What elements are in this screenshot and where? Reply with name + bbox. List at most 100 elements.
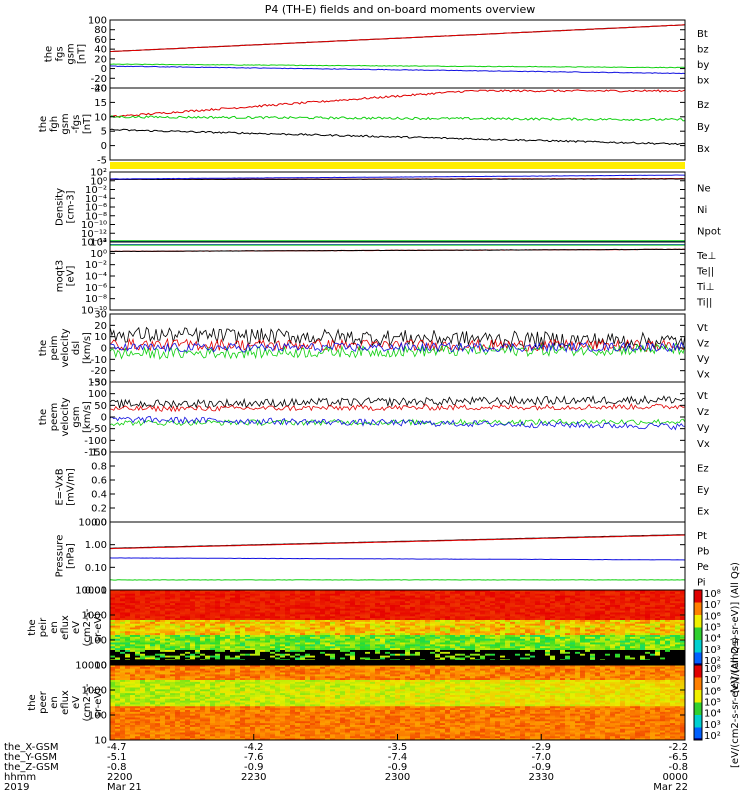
heatmap-cell [630,644,636,647]
heatmap-cell [255,638,261,642]
heatmap-cell [625,591,631,595]
heatmap-cell [450,605,456,608]
heatmap-cell [285,599,291,602]
heatmap-cell [185,618,191,621]
heatmap-cell [650,633,656,636]
heatmap-cell [680,631,686,634]
heatmap-peir [110,590,686,666]
heatmap-cell [110,618,116,621]
heatmap-cell [140,608,146,612]
heatmap-cell [270,638,276,642]
heatmap-cell [670,655,676,659]
heatmap-cell [645,612,651,615]
heatmap-cell [120,591,126,595]
heatmap-cell [290,597,296,600]
heatmap-cell [235,655,241,659]
heatmap-cell [425,593,431,597]
heatmap-cell [650,621,656,625]
heatmap-cell [385,599,391,602]
heatmap-cell [150,642,156,645]
heatmap-cell [615,644,621,647]
heatmap-cell [255,614,261,617]
heatmap-cell [560,655,566,659]
heatmap-cell [515,650,521,653]
heatmap-cell [120,603,126,606]
heatmap-cell [145,590,151,593]
heatmap-cell [450,646,456,649]
heatmap-cell [380,618,386,621]
heatmap-cell [465,601,471,604]
heatmap-cell [305,633,311,636]
heatmap-cell [350,590,356,593]
heatmap-cell [670,651,676,655]
heatmap-cell [160,620,166,623]
y-tick-label: 0.8 [91,462,107,473]
heatmap-cell [405,627,411,630]
heatmap-cell [580,591,586,595]
heatmap-cell [235,605,241,608]
heatmap-cell [390,627,396,630]
heatmap-cell [185,633,191,636]
heatmap-cell [360,605,366,608]
heatmap-cell [560,640,566,644]
heatmap-cell [605,599,611,602]
heatmap-cell [635,655,641,659]
heatmap-cell [195,616,201,619]
heatmap-cell [145,633,151,636]
heatmap-cell [235,621,241,625]
heatmap-cell [120,702,126,705]
heatmap-cell [205,648,211,651]
y-tick-label: 0 [101,64,107,75]
heatmap-cell [115,681,121,685]
heatmap-cell [545,601,551,604]
heatmap-cell [520,623,526,627]
heatmap-cell [530,623,536,627]
heatmap-cell [135,636,141,640]
heatmap-cell [680,635,686,638]
heatmap-cell [420,621,426,625]
heatmap-cell [165,621,171,625]
heatmap-cell [440,627,446,630]
heatmap-cell [150,590,156,593]
heatmap-cell [145,657,151,660]
heatmap-cell [450,614,456,617]
heatmap-cell [325,638,331,642]
heatmap-cell [260,601,266,604]
heatmap-cell [240,618,246,621]
heatmap-cell [635,635,641,638]
heatmap-cell [595,642,601,645]
heatmap-cell [470,623,476,627]
heatmap-cell [285,605,291,608]
heatmap-cell [670,646,676,649]
heatmap-cell [640,653,646,657]
heatmap-cell [425,590,431,593]
heatmap-cell [305,597,311,600]
heatmap-cell [495,595,501,599]
heatmap-cell [535,601,541,604]
heatmap-cell [540,595,546,599]
heatmap-cell [655,591,661,595]
heatmap-cell [510,627,516,630]
heatmap-cell [155,644,161,647]
heatmap-cell [285,638,291,642]
heatmap-cell [170,631,176,634]
heatmap-cell [625,644,631,647]
heatmap-cell [205,597,211,600]
y-axis-label: peim [49,335,60,360]
heatmap-cell [380,590,386,593]
heatmap-cell [435,590,441,593]
heatmap-cell [155,623,161,627]
heatmap-cell [490,633,496,636]
heatmap-cell [155,636,161,640]
heatmap-cell [510,603,516,606]
heatmap-cell [140,655,146,659]
heatmap-cell [375,625,381,629]
heatmap-cell [430,603,436,606]
heatmap-cell [255,597,261,600]
heatmap-cell [570,631,576,634]
heatmap-cell [170,636,176,640]
heatmap-cell [270,636,276,640]
heatmap-cell [240,657,246,660]
heatmap-cell [285,590,291,593]
heatmap-cell [665,625,671,629]
